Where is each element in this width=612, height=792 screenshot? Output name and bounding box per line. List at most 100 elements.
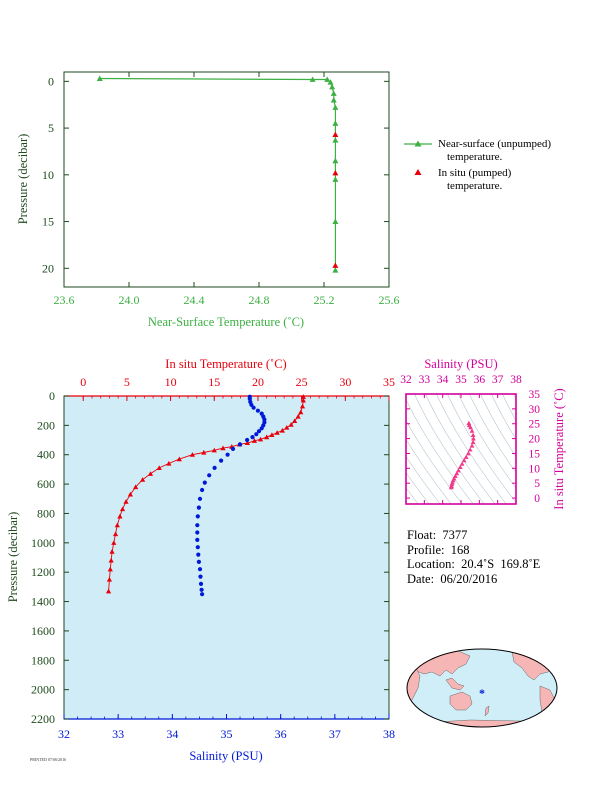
ts-point xyxy=(448,484,454,490)
ts-x-tick-label: 38 xyxy=(510,374,522,386)
temperature-point xyxy=(299,403,306,409)
density-contour xyxy=(447,394,516,503)
salinity-tick-label: 32 xyxy=(58,727,70,741)
pressure-tick-label: 1000 xyxy=(31,536,55,550)
density-contour xyxy=(406,438,452,504)
top-x-tick-label: 25.6 xyxy=(379,293,400,307)
top-x-ticks: 23.6 24.0 24.4 24.8 25.2 25.6 xyxy=(54,72,400,307)
temperature-point xyxy=(288,422,294,427)
salinity-point xyxy=(212,465,217,470)
temperature-tick-label: 0 xyxy=(80,375,86,389)
ts-y-tick-label: 5 xyxy=(534,478,540,490)
top-x-tick-label: 25.2 xyxy=(314,293,335,307)
ts-y-axis-label: In situ Temperature (˚C) xyxy=(552,388,566,509)
near-surface-point xyxy=(309,76,316,82)
temperature-point xyxy=(264,434,270,440)
top-x-tick-label: 24.0 xyxy=(119,293,140,307)
temperature-point xyxy=(109,549,115,554)
in-situ-point xyxy=(332,262,339,268)
density-contour xyxy=(406,420,463,504)
legend-label-pumped-1: In situ (pumped) xyxy=(438,167,512,179)
density-contour xyxy=(414,394,485,504)
ts-points xyxy=(448,420,476,490)
ts-point xyxy=(468,424,473,430)
temperature-point xyxy=(147,471,154,476)
ts-point xyxy=(469,428,475,433)
near-surface-point xyxy=(332,137,339,143)
temperature-axis-label: In situ Temperature (˚C) xyxy=(165,357,286,371)
ts-point xyxy=(469,443,475,448)
pressure-axis-label: Pressure (decibar) xyxy=(6,512,20,603)
pressure-tick-label: 1200 xyxy=(31,565,55,579)
ts-point xyxy=(456,468,461,473)
land-australia xyxy=(449,691,473,711)
temperature-point xyxy=(295,413,301,419)
temperature-point xyxy=(244,440,251,446)
temperature-point xyxy=(105,588,112,594)
near-surface-point xyxy=(324,76,331,82)
temperature-point xyxy=(189,452,196,457)
temperature-point xyxy=(156,465,162,471)
salinity-point xyxy=(195,530,200,535)
float-id: Float: 7377 xyxy=(407,528,468,542)
temperature-point xyxy=(176,456,182,462)
legend-label-unpumped-2: temperature. xyxy=(447,151,503,163)
temperature-point xyxy=(292,418,298,424)
float-location-marker: * xyxy=(479,686,485,700)
temperature-point xyxy=(300,397,306,403)
top-chart: 23.6 24.0 24.4 24.8 25.2 25.6 0 5 10 15 20 Near-S… xyxy=(16,71,400,329)
pressure-tick-label: 2200 xyxy=(31,712,55,726)
near-surface-point xyxy=(330,90,337,96)
ts-point xyxy=(466,420,472,426)
salinity-tick-label: 37 xyxy=(329,727,341,741)
top-y-axis-label: Pressure (decibar) xyxy=(16,134,30,225)
legend-marker-red xyxy=(414,169,422,175)
float-info: Float: 7377 Profile: 168 Location: 20.4˚… xyxy=(407,528,540,586)
top-y-tick-label: 15 xyxy=(42,215,54,229)
salinity-point xyxy=(256,429,262,434)
ts-x-ticks: 32 33 34 35 36 37 38 xyxy=(400,374,522,504)
ts-point xyxy=(463,454,469,459)
world-map: * xyxy=(406,648,558,728)
near-surface-point xyxy=(332,218,339,224)
salinity-ticks: 32 33 34 35 36 37 38 xyxy=(58,714,395,741)
density-contour xyxy=(406,398,474,504)
salinity-point xyxy=(195,545,200,550)
salinity-point xyxy=(225,452,230,457)
temperature-tick-label: 15 xyxy=(208,375,220,389)
ts-point xyxy=(471,436,476,441)
temperature-tick-label: 35 xyxy=(383,375,395,389)
top-series xyxy=(96,75,339,273)
near-surface-point xyxy=(327,79,334,85)
pressure-tick-label: 1800 xyxy=(31,653,55,667)
temperature-point xyxy=(279,427,286,433)
temperature-point xyxy=(284,424,290,430)
top-x-tick-label: 24.8 xyxy=(249,293,270,307)
ts-y-tick-label: 20 xyxy=(529,434,541,446)
temperature-point xyxy=(117,513,123,519)
salinity-tick-label: 33 xyxy=(112,727,124,741)
ts-plot-area xyxy=(406,394,516,504)
land-newzealand xyxy=(484,705,490,717)
salinity-point xyxy=(195,523,200,528)
temperature-point xyxy=(114,522,120,528)
ts-y-tick-label: 35 xyxy=(529,389,541,401)
ts-x-tick-label: 37 xyxy=(492,374,504,386)
salinity-point xyxy=(262,417,267,422)
salinity-point xyxy=(197,496,203,501)
temperature-point xyxy=(211,447,217,453)
salinity-point xyxy=(245,437,250,443)
ts-diagram: 32 33 34 35 36 37 38 0 5 10 15 20 25 30 35 Salinity (… xyxy=(400,357,566,510)
temperature-tick-label: 10 xyxy=(165,375,177,389)
temperature-point xyxy=(201,449,207,455)
salinity-point xyxy=(259,426,264,431)
pressure-tick-label: 200 xyxy=(37,418,55,432)
land-antarctica xyxy=(419,719,551,727)
ts-x-tick-label: 32 xyxy=(400,374,412,386)
footer-stamp: PRINTED 07/06/2016 xyxy=(30,757,67,762)
near-surface-point xyxy=(332,104,339,110)
top-plot-frame xyxy=(63,71,390,288)
salinity-point xyxy=(255,408,260,413)
ts-x-tick-label: 35 xyxy=(455,374,467,386)
location: Location: 20.4˚S 169.8˚E xyxy=(407,557,541,571)
